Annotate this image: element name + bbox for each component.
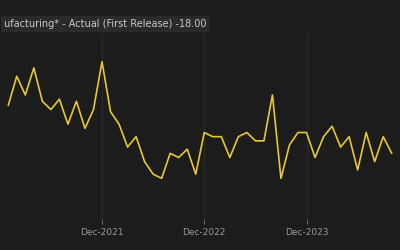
Text: ufacturing* - Actual (First Release) -18.00: ufacturing* - Actual (First Release) -18…	[4, 19, 206, 29]
